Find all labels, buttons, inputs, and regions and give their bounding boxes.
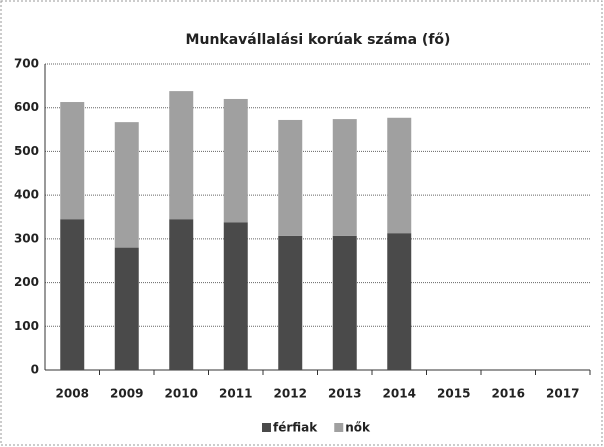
x-tick-label: 2014 <box>383 387 416 401</box>
legend-swatch <box>262 423 271 432</box>
x-tick-label: 2009 <box>110 387 143 401</box>
legend-swatch <box>334 423 344 432</box>
bar-segment <box>332 235 357 370</box>
bar-segment <box>114 122 139 248</box>
y-tick-label: 300 <box>14 231 39 245</box>
x-tick-label: 2015 <box>437 387 470 401</box>
chart-title: Munkavállalási korúak száma (fő) <box>186 32 451 48</box>
y-tick-label: 500 <box>14 144 39 158</box>
x-tick-label: 2016 <box>492 387 525 401</box>
x-tick-label: 2013 <box>328 387 361 401</box>
y-tick-label: 200 <box>14 275 39 289</box>
bar-segment <box>60 219 85 370</box>
bar-segment <box>332 119 357 236</box>
y-tick-label: 400 <box>14 188 39 202</box>
bar-segment <box>223 222 248 370</box>
bar-segment <box>278 235 303 370</box>
bar-segment <box>114 247 139 370</box>
legend-label: nők <box>345 421 371 435</box>
bar-segment <box>223 98 248 223</box>
y-tick-label: 600 <box>14 100 39 114</box>
x-tick-label: 2010 <box>165 387 198 401</box>
bar-segment <box>169 91 194 220</box>
legend-label: férfiak <box>273 421 318 435</box>
x-tick-label: 2011 <box>219 387 252 401</box>
y-tick-label: 0 <box>31 363 39 377</box>
bar-segment <box>387 117 412 234</box>
x-tick-label: 2017 <box>546 387 579 401</box>
y-tick-label: 100 <box>14 319 39 333</box>
y-tick-label: 700 <box>14 57 39 71</box>
x-tick-label: 2012 <box>274 387 307 401</box>
bar-segment <box>169 219 194 370</box>
x-tick-label: 2008 <box>56 387 89 401</box>
bar-segment <box>60 102 85 220</box>
bar-segment <box>278 119 303 236</box>
bar-segment <box>387 233 412 370</box>
